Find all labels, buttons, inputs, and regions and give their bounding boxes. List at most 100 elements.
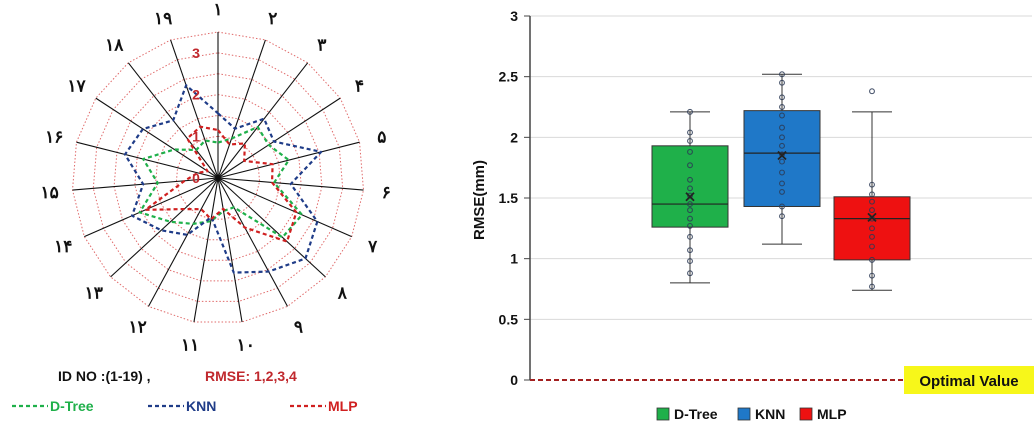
radar-series-dtree xyxy=(138,125,304,239)
box-point xyxy=(779,158,785,165)
radar-spoke-label: ۳ xyxy=(317,36,326,55)
radar-spoke xyxy=(193,177,219,323)
box-point xyxy=(869,283,875,290)
box-point xyxy=(779,142,785,149)
radar-ring xyxy=(92,52,344,302)
box-point xyxy=(869,233,875,240)
box-legend-swatch xyxy=(799,407,813,421)
radar-ring-labels: 0 1 2 3 xyxy=(192,45,200,186)
radar-spoke xyxy=(95,97,219,179)
radar-spoke xyxy=(110,177,219,278)
radar-series xyxy=(123,84,323,274)
box-point xyxy=(687,108,693,115)
radar-spoke-label: ۱۱ xyxy=(181,336,199,355)
radar-legend-items: D-Tree KNN MLP xyxy=(12,398,358,414)
radar-spoke-label: ۱ xyxy=(213,0,222,19)
box-legend-label: D-Tree xyxy=(674,406,718,422)
radar-legend-label: KNN xyxy=(186,398,216,414)
radar-spoke-label: ۱۸ xyxy=(105,36,124,55)
box-y-tick-label: 2.5 xyxy=(499,69,519,85)
radar-spoke-label: ۱۰ xyxy=(237,336,255,355)
box-y-axis-label: RMSE(mm) xyxy=(471,160,488,240)
radar-series-knn xyxy=(123,84,323,274)
radar-spoke-label: ۵ xyxy=(377,128,386,147)
box-point xyxy=(869,191,875,198)
optimal-line-group: Optimal Value xyxy=(530,366,1034,394)
box-point xyxy=(869,225,875,232)
box-legend-swatch xyxy=(737,407,751,421)
box-point xyxy=(869,207,875,214)
radar-spoke-label: ۱۹ xyxy=(154,9,172,28)
radar-ring xyxy=(175,135,261,220)
box-point xyxy=(779,180,785,187)
box-point xyxy=(687,185,693,192)
box-y-tick-label: 2 xyxy=(510,129,518,145)
box-point xyxy=(687,162,693,169)
radar-ring-label: 3 xyxy=(192,45,200,61)
radar-spoke-label: ۱۳ xyxy=(85,283,103,302)
radar-spoke xyxy=(217,177,288,307)
box-point xyxy=(779,169,785,176)
radar-spoke-label: ۱۵ xyxy=(41,183,59,202)
radar-ring xyxy=(155,114,281,241)
box-point xyxy=(687,176,693,183)
radar-spoke-label: ۹ xyxy=(294,318,303,337)
box-point xyxy=(779,79,785,86)
radar-spoke xyxy=(217,141,360,179)
box-series xyxy=(651,71,911,291)
box-y-tick-labels: 0 0.5 1 1.5 2 2.5 3 xyxy=(499,8,519,388)
radar-caption-rmse: RMSE: 1,2,3,4 xyxy=(205,368,297,384)
box-point xyxy=(687,233,693,240)
radar-spoke xyxy=(217,62,309,179)
radar-spoke xyxy=(217,39,266,179)
radar-spoke xyxy=(76,141,219,179)
radar-spoke xyxy=(217,177,326,278)
radar-spoke-label: ۶ xyxy=(382,183,391,202)
box-mean-marker xyxy=(867,212,877,223)
radar-ring xyxy=(71,31,365,323)
box-point xyxy=(779,71,785,78)
box-mlp xyxy=(833,88,911,291)
box-point xyxy=(869,272,875,279)
box-point xyxy=(779,188,785,195)
box-point xyxy=(779,203,785,210)
radar-spokes xyxy=(72,32,364,323)
box-point xyxy=(779,112,785,119)
box-point xyxy=(779,104,785,110)
box-point xyxy=(687,201,693,208)
radar-spoke-label: ۴ xyxy=(355,77,364,96)
radar-spoke xyxy=(217,177,243,323)
box-point xyxy=(687,129,693,136)
box-dtree xyxy=(651,108,729,284)
box-point xyxy=(687,222,693,229)
radar-spoke xyxy=(217,97,341,179)
box-point xyxy=(869,88,875,95)
box-point xyxy=(779,213,785,220)
radar-series-mlp xyxy=(144,125,298,243)
radar-rings xyxy=(71,31,365,323)
box-point xyxy=(869,256,875,263)
box-y-tick-label: 0 xyxy=(510,372,518,388)
optimal-label: Optimal Value xyxy=(919,373,1018,390)
radar-legend: ID NO :(1-19) , RMSE: 1,2,3,4 D-Tree KNN M… xyxy=(12,368,358,414)
box-point xyxy=(779,134,785,141)
radar-spoke-label: ۱۷ xyxy=(67,77,86,96)
radar-spoke-label: ۸ xyxy=(337,283,348,302)
box-point xyxy=(779,124,785,131)
radar-spoke xyxy=(84,177,219,238)
box-plot: 0 0.5 1 1.5 2 2.5 3 RMSE(mm) Optimal Value D-T… xyxy=(471,8,1034,422)
radar-spoke xyxy=(170,39,219,179)
radar-spoke-label: ۷ xyxy=(367,237,378,256)
box-point xyxy=(869,181,875,188)
box-mean-marker xyxy=(777,150,787,161)
box-point xyxy=(687,258,693,265)
radar-spoke-label: ۱۴ xyxy=(54,237,72,256)
box-point xyxy=(779,94,785,101)
radar-spoke xyxy=(148,177,219,307)
box-iqr xyxy=(833,196,911,261)
radar-ring-label: 1 xyxy=(192,128,200,144)
box-legend: D-Tree KNN MLP xyxy=(656,406,847,422)
box-y-tick-label: 1.5 xyxy=(499,190,519,206)
